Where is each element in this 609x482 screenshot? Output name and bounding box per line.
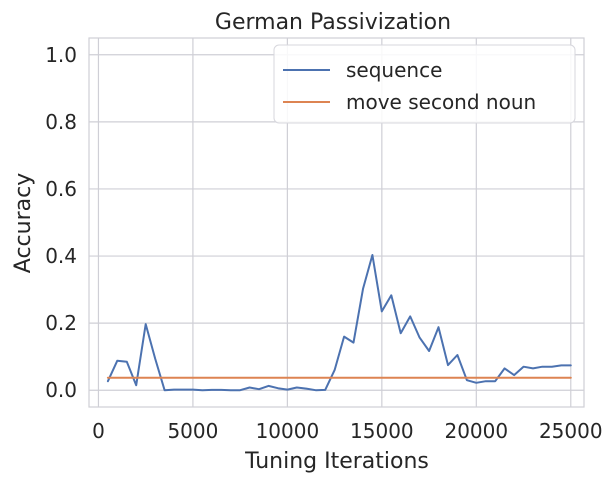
x-tick-label: 20000 (444, 419, 508, 443)
tick-labels: 0 5000 10000 15000 20000 25000 0.0 0.2 0.4 0.6 0.8… (45, 43, 602, 443)
x-tick-label: 5000 (167, 419, 218, 443)
x-tick-label: 10000 (256, 419, 320, 443)
y-tick-label: 0.6 (45, 177, 77, 201)
y-tick-label: 1.0 (45, 43, 77, 67)
x-tick-label: 0 (92, 419, 105, 443)
legend: sequence move second noun (273, 44, 576, 124)
series-layer (106, 254, 572, 392)
x-tick-label: 15000 (350, 419, 414, 443)
x-axis-label: Tuning Iterations (244, 449, 429, 474)
y-axis-label: Accuracy (11, 173, 36, 273)
y-tick-label: 0.0 (45, 378, 77, 402)
legend-label-sequence: sequence (346, 58, 442, 82)
legend-box (273, 44, 576, 124)
y-tick-label: 0.8 (45, 110, 77, 134)
legend-label-move-second-noun: move second noun (346, 90, 536, 114)
series-line-sequence (106, 254, 572, 392)
chart-title: German Passivization (215, 10, 451, 35)
y-tick-label: 0.2 (45, 311, 77, 335)
plot-frame (88, 37, 585, 408)
y-tick-label: 0.4 (45, 244, 77, 268)
x-tick-label: 25000 (539, 419, 603, 443)
